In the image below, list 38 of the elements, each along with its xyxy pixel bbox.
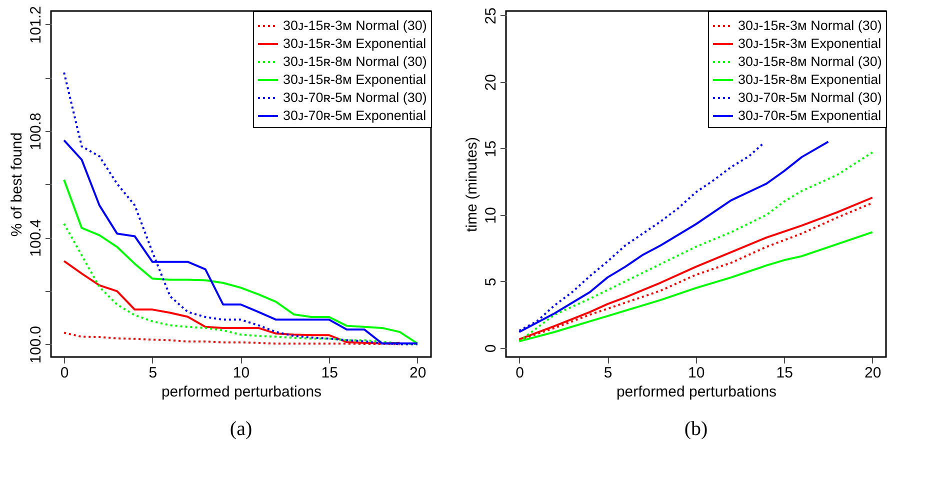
legend-label: 30ᴊ-15ʀ-8ᴍ Exponential [283,72,426,87]
y-tick-label: 101.2 [28,6,44,44]
x-axis-title: performed perturbations [161,384,322,400]
y-tick-label: 20 [482,74,500,91]
legend-label: 30ᴊ-15ʀ-3ᴍ Exponential [283,36,426,51]
text: (a) [230,418,252,440]
text: (b) [684,418,708,440]
legend-label: 30ᴊ-70ʀ-5ᴍ Exponential [283,108,426,123]
legend-label: 30ᴊ-15ʀ-3ᴍ Normal (30) [283,18,427,33]
x-tick-label: 15 [776,364,793,382]
y-tick-label: 100.0 [28,326,44,364]
y-tick-label: 5 [482,278,500,286]
legend-label: 30ᴊ-70ʀ-5ᴍ Exponential [738,108,882,123]
y-tick-label: 25 [482,8,500,24]
legend-label: 30ᴊ-15ʀ-3ᴍ Exponential [738,36,882,51]
y-axis-title: % of best found [8,132,26,237]
y-tick-label: 15 [482,140,500,158]
x-tick-label: 0 [516,364,524,382]
x-tick-label: 15 [321,364,338,382]
legend-label: 30ᴊ-15ʀ-3ᴍ Normal (30) [738,18,882,33]
x-tick-label: 20 [410,364,426,382]
y-tick-label: 100.4 [28,219,44,257]
x-tick-label: 5 [148,364,158,382]
legend-label: 30ᴊ-70ʀ-5ᴍ Normal (30) [283,90,427,105]
y-axis-title: time (minutes) [464,136,480,232]
x-tick-label: 10 [232,364,250,382]
legend-label: 30ᴊ-15ʀ-8ᴍ Normal (30) [283,54,427,69]
y-tick-label: 100.8 [28,112,44,150]
x-tick-label: 20 [864,364,882,382]
legend-label: 30ᴊ-15ʀ-8ᴍ Exponential [738,72,882,87]
legend-label: 30ᴊ-70ʀ-5ᴍ Normal (30) [738,90,882,105]
y-tick-label: 10 [482,207,500,224]
x-tick-label: 0 [60,364,69,382]
x-tick-label: 5 [604,364,612,382]
x-tick-label: 10 [688,364,705,382]
legend-label: 30ᴊ-15ʀ-8ᴍ Normal (30) [738,54,882,69]
x-axis-title: performed perturbations [616,384,777,400]
y-tick-label: 0 [482,344,500,353]
